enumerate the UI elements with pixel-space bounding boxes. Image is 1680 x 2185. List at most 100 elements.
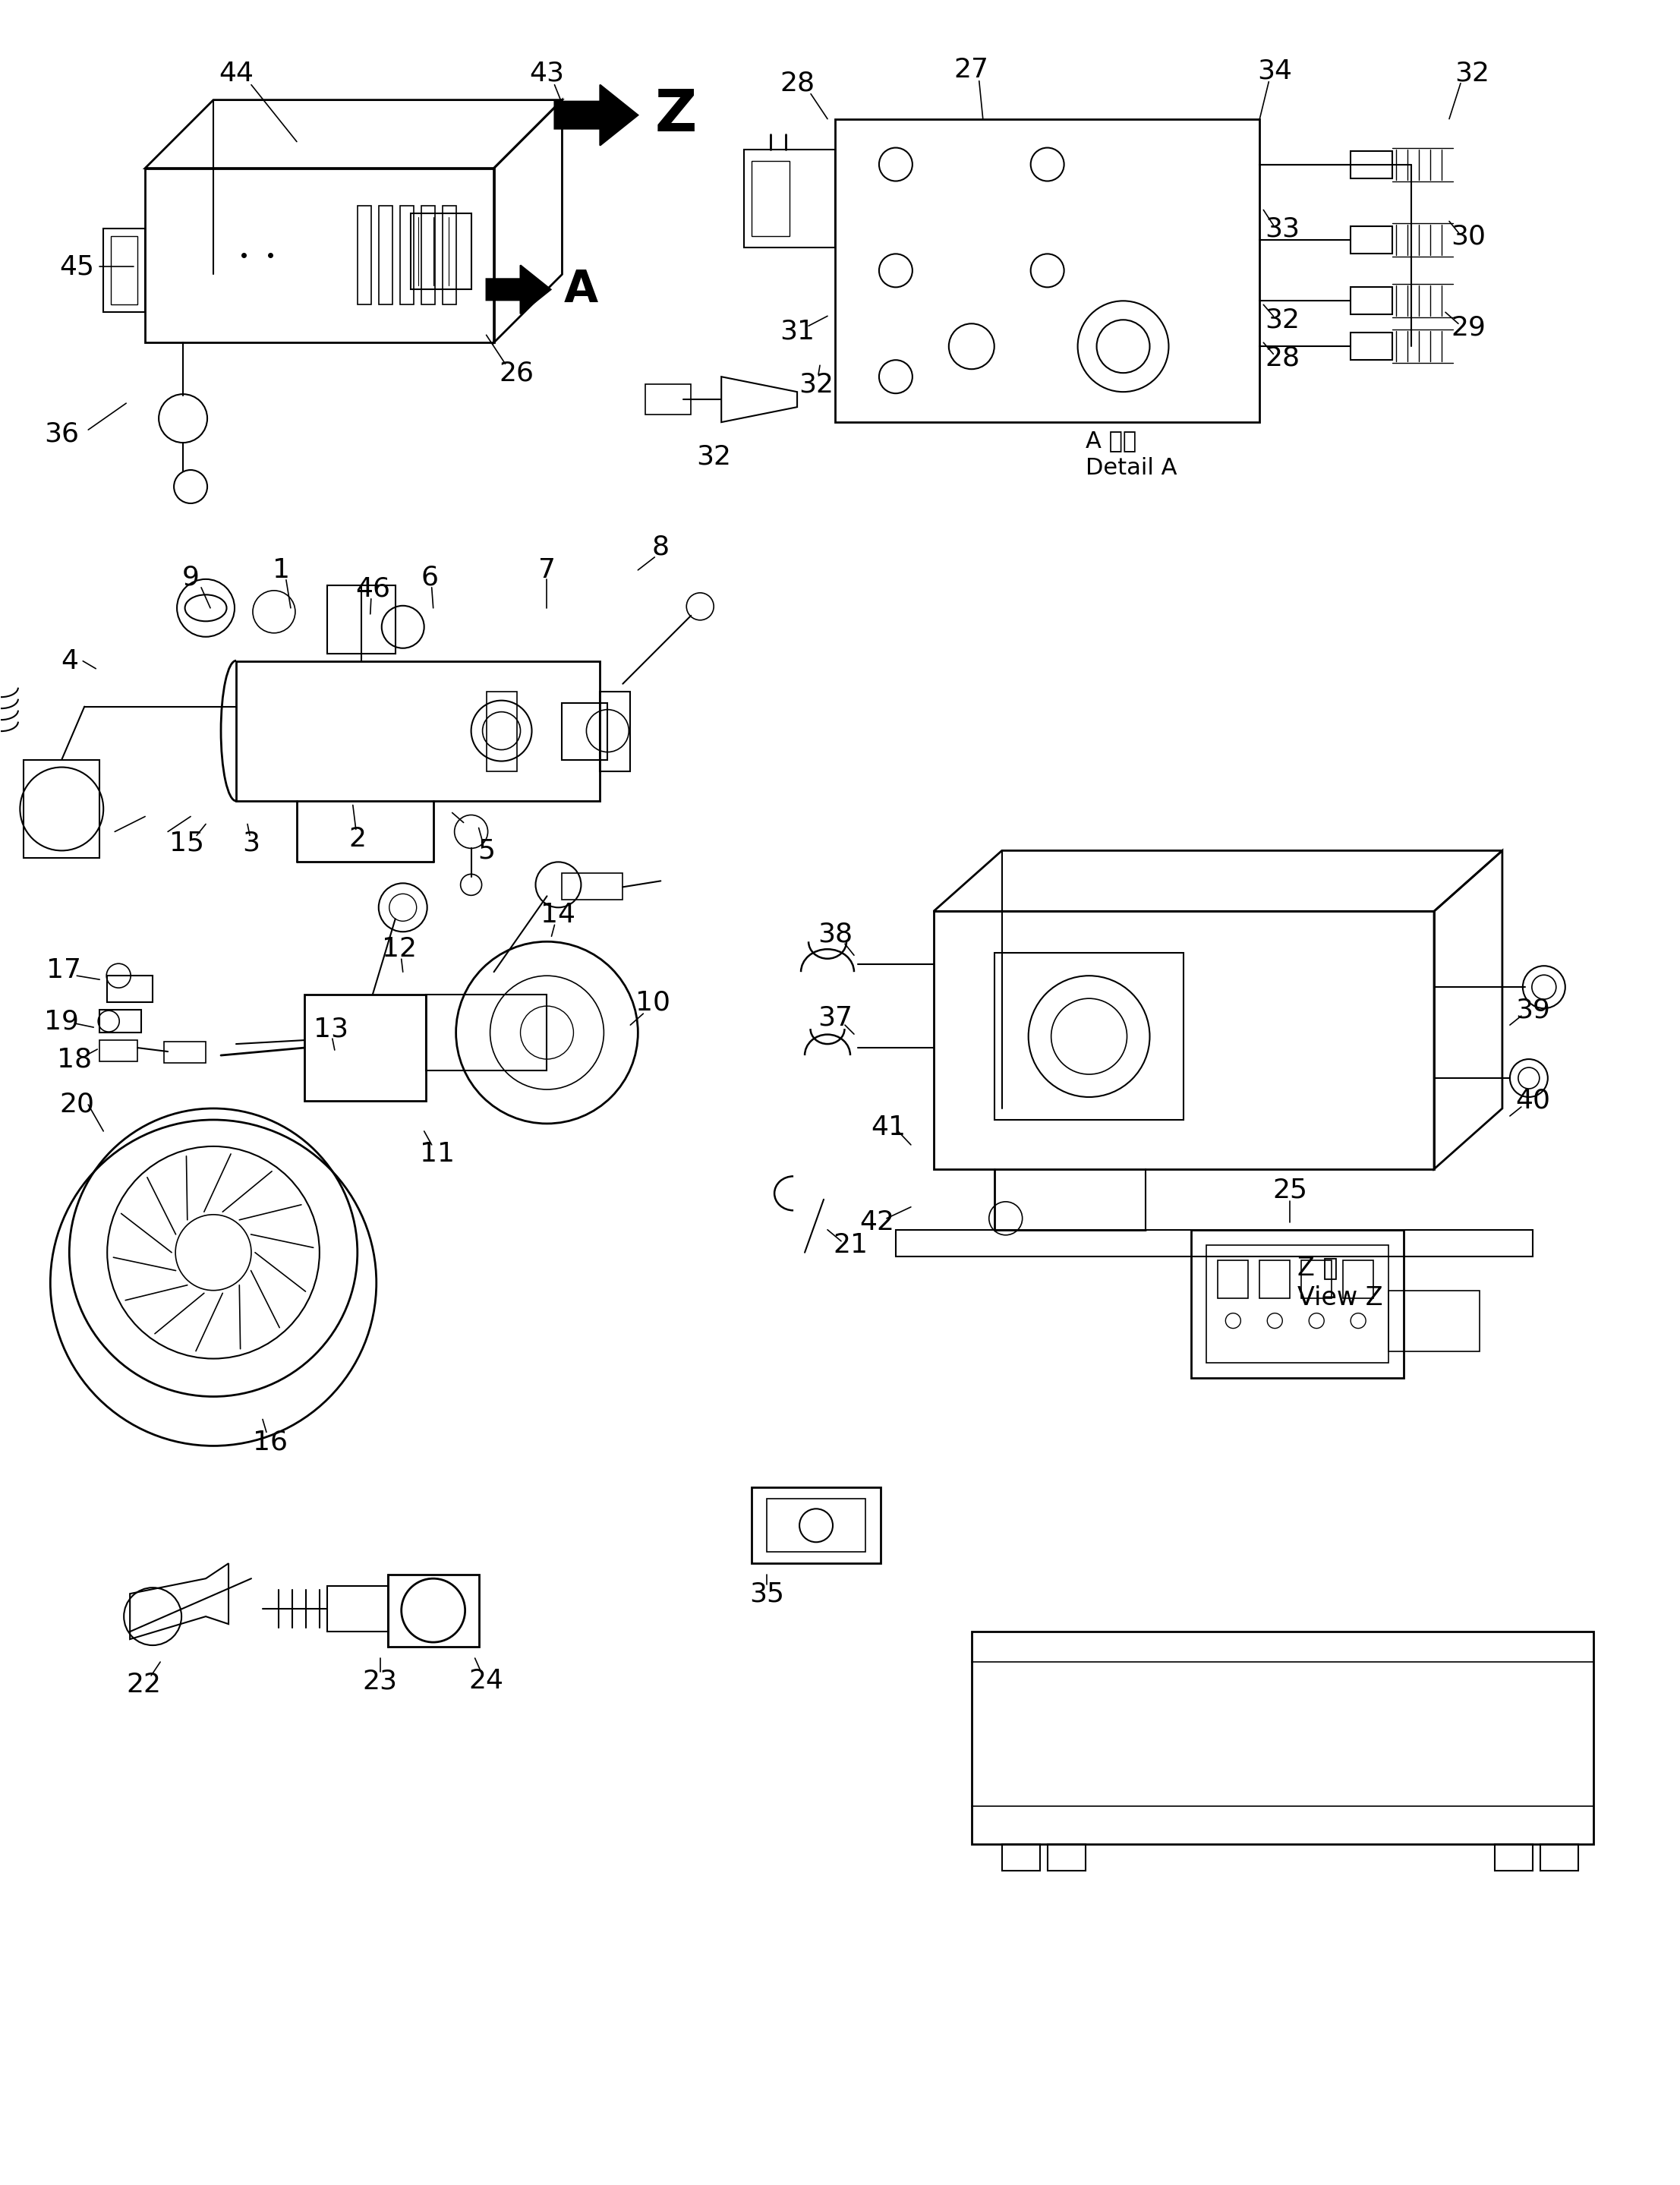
Text: 6: 6 (420, 564, 438, 590)
Bar (563, 704, 608, 760)
Bar (1351, 151, 1393, 177)
Bar (1342, 1261, 1373, 1298)
Text: 10: 10 (635, 990, 670, 1016)
Text: 32: 32 (696, 444, 731, 470)
Text: 32: 32 (1265, 306, 1300, 332)
Text: 18: 18 (57, 1047, 92, 1073)
Bar (995, 953, 1184, 1119)
Text: 4: 4 (60, 649, 77, 673)
Bar (165, 1042, 205, 1062)
Text: 43: 43 (529, 61, 564, 87)
Polygon shape (486, 264, 551, 315)
Text: 16: 16 (252, 1429, 287, 1455)
Bar (108, 977, 153, 1003)
Bar (304, 994, 425, 1101)
Text: 28: 28 (1265, 345, 1300, 371)
Bar (104, 229, 144, 312)
Bar (895, 1230, 1532, 1256)
Bar (24, 760, 99, 859)
Text: A: A (564, 269, 598, 310)
Text: 17: 17 (47, 957, 81, 983)
Bar (744, 149, 835, 247)
Bar (934, 911, 1435, 1169)
Text: 38: 38 (818, 922, 852, 946)
Text: 40: 40 (1515, 1088, 1551, 1114)
Text: 28: 28 (780, 70, 815, 96)
Text: Z 視: Z 視 (1297, 1254, 1339, 1280)
Bar (1351, 286, 1393, 315)
Bar (1260, 1261, 1290, 1298)
Bar (1495, 1844, 1532, 1870)
Bar (1047, 1844, 1085, 1870)
Text: 11: 11 (420, 1141, 455, 1167)
Bar (328, 586, 395, 653)
Bar (1541, 1844, 1578, 1870)
Text: 14: 14 (541, 902, 576, 929)
Text: 15: 15 (170, 830, 205, 857)
Text: 1: 1 (272, 557, 291, 583)
Bar (1351, 227, 1393, 253)
Bar (1191, 1230, 1404, 1377)
Text: 24: 24 (469, 1667, 504, 1693)
Bar (486, 690, 517, 771)
Text: 46: 46 (354, 577, 390, 601)
Bar (1302, 1261, 1332, 1298)
Bar (442, 205, 455, 304)
Text: 9: 9 (181, 564, 200, 590)
Bar (971, 1632, 1593, 1844)
Bar (1001, 1844, 1040, 1870)
Bar (328, 1586, 388, 1632)
Text: 29: 29 (1452, 315, 1485, 341)
Bar (766, 1499, 865, 1551)
Text: 22: 22 (126, 1672, 161, 1698)
Text: 31: 31 (780, 319, 815, 343)
Text: 12: 12 (381, 937, 417, 961)
Bar (563, 874, 623, 900)
Bar (425, 994, 548, 1071)
Text: 34: 34 (1257, 59, 1292, 83)
Bar (600, 690, 630, 771)
Text: 5: 5 (477, 837, 496, 863)
Text: 44: 44 (218, 61, 254, 87)
Bar (1218, 1261, 1248, 1298)
Text: 7: 7 (538, 557, 556, 583)
Text: 8: 8 (652, 535, 669, 559)
Text: 35: 35 (749, 1580, 785, 1606)
Bar (144, 168, 494, 343)
Bar (237, 662, 600, 802)
Bar (1389, 1291, 1480, 1350)
Bar (400, 205, 413, 304)
Text: 20: 20 (59, 1092, 94, 1117)
Text: A 詳細: A 詳細 (1085, 430, 1136, 452)
Text: 25: 25 (1272, 1178, 1307, 1204)
Bar (751, 1488, 880, 1564)
Bar (388, 1575, 479, 1647)
Bar (422, 205, 435, 304)
Bar (1351, 332, 1393, 361)
Text: 36: 36 (44, 422, 79, 446)
Text: 27: 27 (954, 57, 990, 83)
Bar (751, 162, 790, 236)
Text: 19: 19 (44, 1007, 79, 1034)
Text: 32: 32 (1455, 61, 1490, 87)
Text: 33: 33 (1265, 216, 1300, 243)
Text: View Z: View Z (1297, 1285, 1383, 1311)
Text: 41: 41 (870, 1114, 906, 1141)
Bar (99, 1009, 141, 1034)
Text: 37: 37 (818, 1005, 852, 1031)
Text: Z: Z (655, 87, 697, 144)
Text: 3: 3 (242, 830, 260, 857)
Polygon shape (554, 85, 638, 146)
Text: Detail A: Detail A (1085, 457, 1176, 479)
Bar (1206, 1245, 1389, 1363)
Text: 42: 42 (858, 1208, 894, 1235)
Text: 21: 21 (833, 1232, 867, 1259)
Text: 13: 13 (314, 1016, 348, 1042)
Text: 32: 32 (798, 371, 833, 398)
Bar (410, 214, 470, 288)
Bar (645, 385, 690, 415)
Text: 2: 2 (349, 826, 366, 852)
Bar (835, 118, 1260, 422)
Text: 30: 30 (1452, 223, 1485, 249)
Text: 23: 23 (363, 1667, 398, 1693)
